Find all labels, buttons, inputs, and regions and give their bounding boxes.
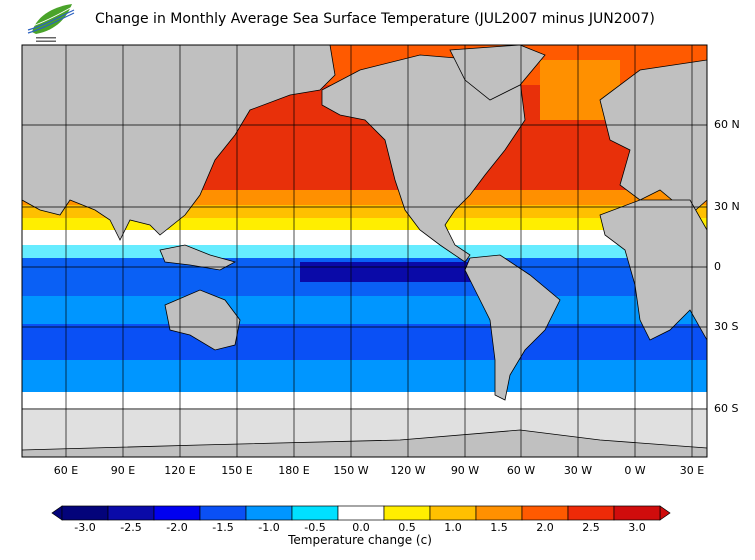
map-frame — [21, 44, 708, 458]
lat-label: 30 S — [714, 320, 739, 333]
colorbar-swatch — [383, 505, 431, 521]
colorbar-label: 0.0 — [352, 521, 370, 534]
colorbar-label: 0.5 — [398, 521, 416, 534]
colorbar-label: -0.5 — [304, 521, 326, 534]
colorbar-label: -1.0 — [258, 521, 280, 534]
leaf-wave-logo — [27, 4, 75, 42]
colorbar-label: 2.5 — [582, 521, 600, 534]
land-australia — [164, 289, 241, 351]
lon-label: 120 E — [164, 464, 196, 477]
lon-label: 30 W — [563, 464, 593, 477]
colorbar-swatch — [429, 505, 477, 521]
colorbar-swatch — [475, 505, 523, 521]
colorbar-swatch — [153, 505, 201, 521]
colorbar-arrow-high — [659, 505, 671, 521]
lon-label: 90 W — [450, 464, 480, 477]
lat-label: 60 N — [714, 118, 740, 131]
colorbar-label: -1.5 — [212, 521, 234, 534]
colorbar-label: 1.5 — [490, 521, 508, 534]
land-indonesia — [159, 244, 237, 271]
sst-change-map — [21, 44, 708, 458]
colorbar-swatch — [61, 505, 109, 521]
colorbar-swatch — [199, 505, 247, 521]
colorbar-swatch — [337, 505, 385, 521]
colorbar-swatch — [521, 505, 569, 521]
colorbar-label: 3.0 — [628, 521, 646, 534]
lon-label: 180 E — [278, 464, 310, 477]
lon-label: 150 W — [333, 464, 369, 477]
graticule — [22, 45, 707, 457]
colorbar-swatch — [291, 505, 339, 521]
colorbar-label: 2.0 — [536, 521, 554, 534]
land-antarctica — [22, 429, 707, 457]
lon-label: 60 E — [53, 464, 79, 477]
colorbar-swatch — [567, 505, 615, 521]
colorbar-swatch — [613, 505, 661, 521]
land-africa — [599, 199, 707, 341]
lon-label: 60 W — [506, 464, 536, 477]
colorbar-title: Temperature change (c) — [288, 533, 432, 547]
colorbar-swatch — [245, 505, 293, 521]
lat-label: 60 S — [714, 402, 739, 415]
colorbar-label: -2.5 — [120, 521, 142, 534]
lon-label: 150 E — [221, 464, 253, 477]
lon-label: 120 W — [390, 464, 426, 477]
colorbar-arrow-low — [51, 505, 63, 521]
lon-label: 0 W — [624, 464, 646, 477]
lon-label: 30 E — [679, 464, 705, 477]
colorbar-label: 1.0 — [444, 521, 462, 534]
land-eurasia — [22, 45, 336, 241]
map-title: Change in Monthly Average Sea Surface Te… — [95, 11, 655, 27]
lat-label: 0 — [714, 260, 721, 273]
land-south-america — [464, 254, 561, 401]
colorbar-label: -2.0 — [166, 521, 188, 534]
colorbar-label: -3.0 — [74, 521, 96, 534]
lon-label: 90 E — [110, 464, 136, 477]
land-europe — [599, 59, 707, 216]
lat-label: 30 N — [714, 200, 740, 213]
colorbar-swatch — [107, 505, 155, 521]
